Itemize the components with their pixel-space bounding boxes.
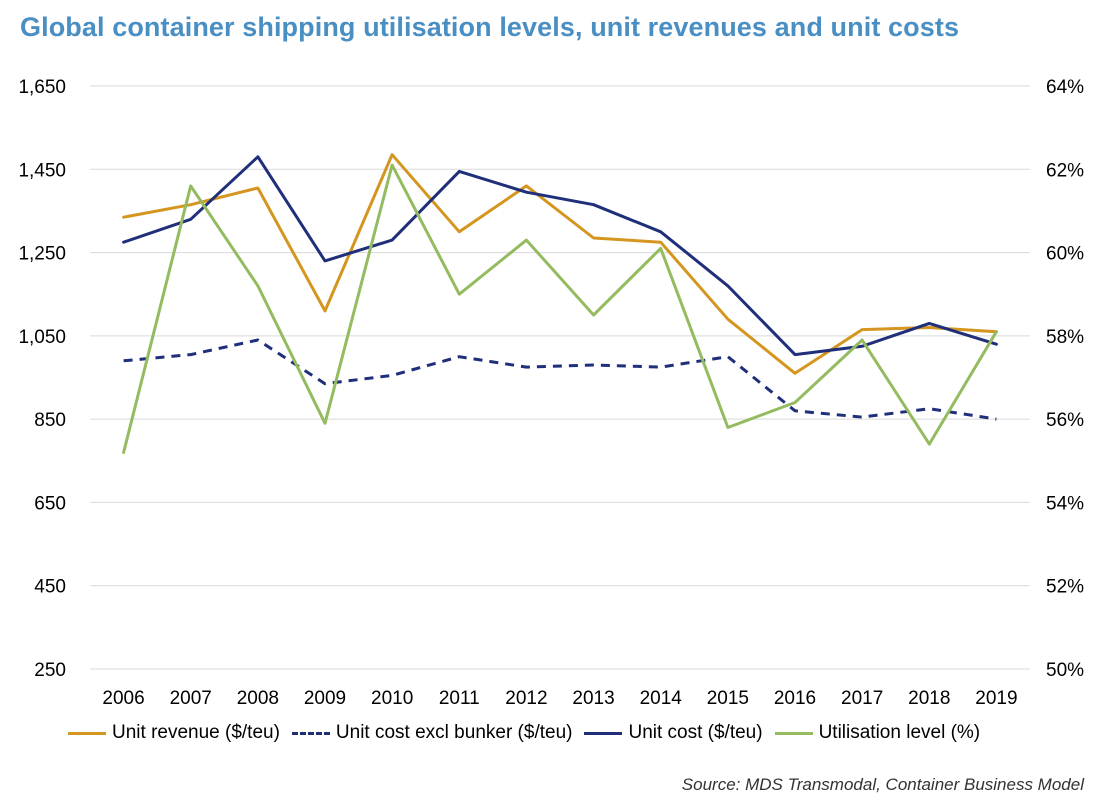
left-axis-tick-label: 450: [34, 577, 66, 598]
x-axis-tick-label: 2012: [505, 688, 547, 709]
right-axis-tick-label: 56%: [1046, 410, 1084, 431]
x-axis-ticks: 2006 2007 2008 2009 2010 2011 2012 2013 2014 2015…: [102, 688, 1017, 709]
legend-item-unit-revenue: Unit revenue ($/teu): [68, 722, 280, 744]
legend-swatch-unit-cost-excl-bunker: [291, 731, 330, 735]
right-axis-tick-label: 58%: [1046, 327, 1084, 348]
right-axis-tick-label: 54%: [1046, 493, 1084, 514]
x-axis-tick-label: 2014: [640, 688, 683, 709]
x-axis-tick-label: 2011: [439, 688, 480, 709]
x-axis-tick-label: 2015: [707, 688, 749, 709]
left-axis-tick-label: 650: [34, 493, 66, 514]
left-axis-tick-label: 250: [34, 660, 66, 681]
right-axis-tick-label: 52%: [1046, 577, 1084, 598]
legend-swatch-unit-revenue: [68, 731, 106, 735]
right-axis-ticks: 50% 52% 54% 56% 58% 60% 62% 64%: [1046, 77, 1084, 681]
x-axis-tick-label: 2013: [572, 688, 614, 709]
legend-label-unit-revenue: Unit revenue ($/teu): [112, 722, 280, 743]
x-axis-tick-label: 2007: [170, 688, 212, 709]
legend-swatch-utilisation: [774, 731, 813, 735]
legend-label-unit-cost-excl-bunker: Unit cost excl bunker ($/teu): [335, 722, 573, 743]
legend-swatch-unit-cost: [584, 731, 623, 735]
series-line-unit-revenue: [122, 153, 998, 375]
series-line-utilisation: [122, 163, 998, 454]
right-axis-tick-label: 60%: [1046, 244, 1084, 265]
x-axis-tick-label: 2019: [975, 688, 1017, 709]
x-axis-tick-label: 2006: [102, 688, 144, 709]
left-axis-tick-label: 1,250: [18, 244, 66, 265]
legend-label-unit-cost: Unit cost ($/teu): [628, 722, 763, 743]
left-axis-tick-label: 850: [34, 410, 66, 431]
left-axis-tick-label: 1,650: [18, 77, 66, 98]
series-line-unit-cost: [122, 155, 998, 357]
chart-title: Global container shipping utilisation le…: [20, 12, 960, 42]
series-line-unit-cost-excl-bunker: [123, 338, 997, 421]
right-axis-tick-label: 64%: [1046, 77, 1084, 98]
left-axis-tick-label: 1,050: [18, 327, 66, 348]
right-axis-tick-label: 62%: [1046, 160, 1084, 181]
legend-item-unit-cost: Unit cost ($/teu): [584, 722, 763, 744]
x-axis-tick-label: 2008: [237, 688, 279, 709]
x-axis-tick-label: 2016: [774, 688, 816, 709]
x-axis-tick-label: 2009: [304, 688, 346, 709]
x-axis-tick-label: 2010: [371, 688, 413, 709]
left-axis-ticks: 250 450 650 850 1,050 1,250 1,450 1,650: [18, 77, 66, 681]
series-lines: [122, 153, 998, 454]
source-note: Source: MDS Transmodal, Container Busine…: [681, 775, 1084, 794]
legend-label-utilisation: Utilisation level (%): [818, 722, 981, 743]
left-axis-tick-label: 1,450: [18, 160, 66, 181]
x-axis-tick-label: 2017: [841, 688, 883, 709]
x-axis-tick-label: 2018: [908, 688, 950, 709]
legend: Unit revenue ($/teu) Unit cost excl bunk…: [68, 722, 992, 744]
gridlines: [90, 85, 1030, 670]
legend-item-unit-cost-excl-bunker: Unit cost excl bunker ($/teu): [291, 722, 573, 744]
legend-item-utilisation: Utilisation level (%): [774, 722, 981, 744]
right-axis-tick-label: 50%: [1046, 660, 1084, 681]
